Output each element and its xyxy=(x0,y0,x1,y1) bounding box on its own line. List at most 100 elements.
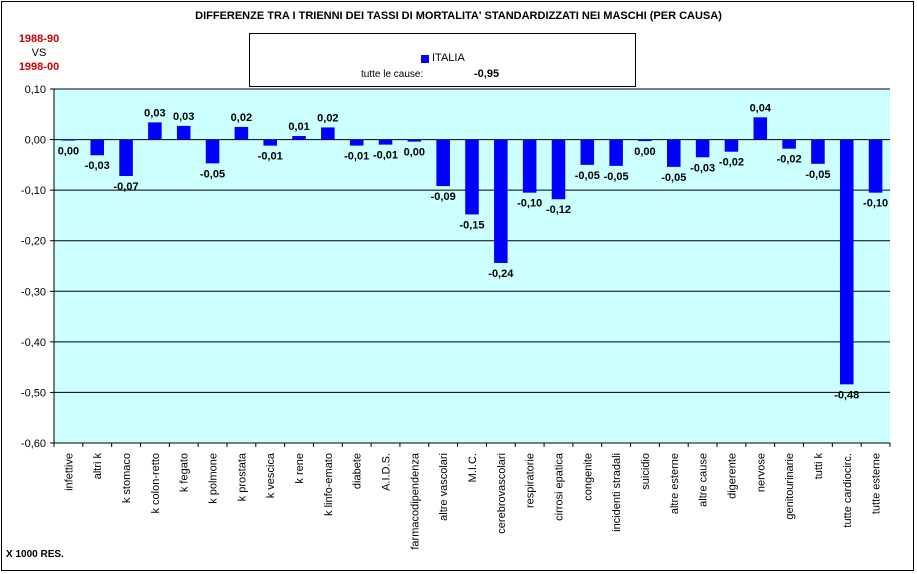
category-label: farmacodipendenza xyxy=(409,452,421,550)
category-label: incidenti stradali xyxy=(611,453,623,532)
bar xyxy=(868,139,883,193)
category-label: tutte esterne xyxy=(871,453,883,514)
data-label: 0,01 xyxy=(288,121,309,133)
period-vs: VS xyxy=(31,47,47,59)
legend-swatch xyxy=(421,55,429,63)
data-label: -0,15 xyxy=(459,219,484,231)
data-label: -0,07 xyxy=(114,181,139,193)
category-label: k prostata xyxy=(236,452,248,501)
period-from: 1988-90 xyxy=(18,33,60,45)
category-label: A.I.D.S. xyxy=(381,453,393,491)
period-to: 1998-00 xyxy=(18,61,60,73)
chart-title: DIFFERENZE TRA I TRIENNI DEI TASSI DI MO… xyxy=(195,10,722,22)
category-label: k colon-retto xyxy=(150,453,162,514)
category-label: digerente xyxy=(726,453,738,499)
data-label: -0,05 xyxy=(575,170,600,182)
category-label: cirrosi epatica xyxy=(553,452,565,521)
bar xyxy=(119,139,133,176)
bar xyxy=(667,139,681,167)
bar xyxy=(90,139,105,156)
bar xyxy=(724,139,739,152)
y-tick-label: 0,00 xyxy=(25,135,46,147)
category-label: tutti k xyxy=(813,453,825,480)
data-label: -0,01 xyxy=(373,150,398,162)
data-label: -0,05 xyxy=(661,172,686,184)
data-label: 0,03 xyxy=(144,107,165,119)
data-label: -0,03 xyxy=(690,162,715,174)
category-label: M.I.C. xyxy=(467,453,479,482)
data-label: 0,00 xyxy=(634,146,655,158)
bar xyxy=(378,139,393,145)
category-label: k stomaco xyxy=(121,453,133,503)
data-label: 0,04 xyxy=(750,102,772,114)
y-tick-label: -0,10 xyxy=(21,185,46,197)
data-label: -0,05 xyxy=(805,169,830,181)
bar xyxy=(465,139,479,215)
bar xyxy=(695,139,710,158)
legend: ITALIA tutte le cause: -0,95 xyxy=(249,33,636,87)
bar xyxy=(839,139,854,385)
data-label: -0,02 xyxy=(777,154,802,166)
category-label: congenite xyxy=(582,453,594,501)
bar xyxy=(263,139,277,146)
y-tick-label: -0,40 xyxy=(21,337,46,349)
data-label: -0,01 xyxy=(258,151,283,163)
bar xyxy=(349,139,364,146)
data-label: -0,10 xyxy=(517,198,542,210)
data-label: -0,02 xyxy=(719,157,744,169)
data-label: -0,12 xyxy=(546,204,571,216)
category-label: k fegato xyxy=(179,453,191,492)
legend-total-label: tutte le cause: xyxy=(361,69,424,80)
bar xyxy=(811,139,825,164)
bar xyxy=(234,126,249,140)
data-label: 0,02 xyxy=(231,112,252,124)
data-label: -0,10 xyxy=(863,198,888,210)
bar xyxy=(205,139,220,164)
data-label: 0,03 xyxy=(173,111,194,123)
category-label: k polmone xyxy=(208,453,220,504)
y-tick-label: -0,60 xyxy=(21,438,46,450)
data-label: -0,05 xyxy=(604,171,629,183)
data-label: -0,01 xyxy=(344,151,369,163)
category-label: altre esterne xyxy=(669,453,681,514)
category-label: k linfo-emato xyxy=(323,453,335,516)
category-label: infettive xyxy=(63,453,75,491)
data-label: 0,00 xyxy=(404,147,425,159)
category-label: respiratorie xyxy=(525,453,537,508)
category-label: altre vascolari xyxy=(438,453,450,521)
category-label: altri k xyxy=(92,453,104,480)
unit-label: X 1000 RES. xyxy=(6,549,64,560)
data-label: -0,24 xyxy=(488,268,514,280)
category-label: cerebrovascolari xyxy=(496,453,508,534)
bar xyxy=(321,127,335,140)
legend-series-name: ITALIA xyxy=(432,52,465,64)
bar xyxy=(580,139,595,165)
y-tick-label: -0,20 xyxy=(21,236,46,248)
data-label: -0,03 xyxy=(85,160,110,172)
data-label: -0,09 xyxy=(431,191,456,203)
bar xyxy=(148,122,162,140)
category-label: k vescica xyxy=(265,452,277,498)
bar xyxy=(638,139,652,142)
bar xyxy=(436,139,450,187)
data-label: 0,02 xyxy=(317,112,338,124)
bar xyxy=(292,136,306,140)
category-label: suicidio xyxy=(640,453,652,490)
category-label: altre cause xyxy=(698,453,710,507)
category-label: diabete xyxy=(352,453,364,489)
bar xyxy=(782,139,796,149)
y-tick-label: 0,10 xyxy=(25,84,46,96)
bar xyxy=(407,139,422,142)
category-label: genitourinarie xyxy=(784,453,796,520)
bar xyxy=(753,117,768,140)
bar xyxy=(494,139,508,263)
data-label: -0,48 xyxy=(834,389,859,401)
y-tick-label: -0,30 xyxy=(21,286,46,298)
category-label: nervose xyxy=(755,453,767,492)
data-label: -0,05 xyxy=(200,168,225,180)
category-label: tutte cardiocirc. xyxy=(842,453,854,528)
legend-total-value: -0,95 xyxy=(474,68,500,80)
bar xyxy=(551,139,566,200)
bar xyxy=(176,125,191,140)
